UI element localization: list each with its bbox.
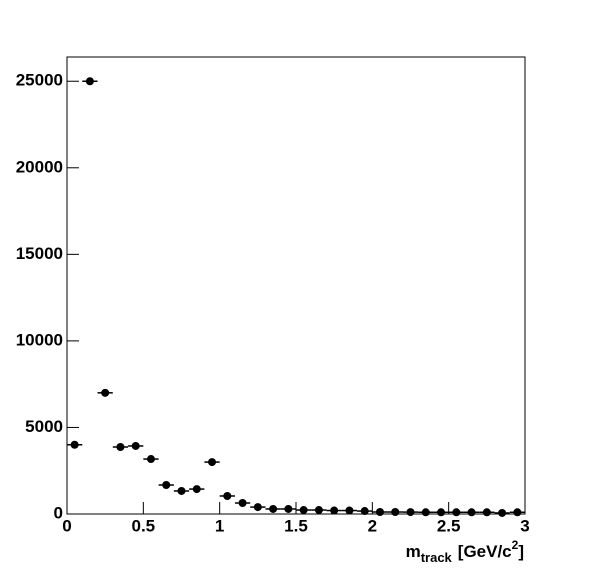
data-point: [116, 443, 125, 452]
y-tick-label: 5000: [25, 417, 63, 436]
data-point: [467, 508, 476, 517]
data-point: [253, 503, 262, 512]
x-axis-label: mtrack [GeV/c2]: [406, 538, 524, 565]
y-tick-label: 15000: [16, 244, 63, 263]
x-label-sub: track: [421, 550, 453, 565]
x-tick-label: 2: [368, 516, 377, 535]
data-point: [314, 506, 323, 515]
data-point: [208, 458, 217, 467]
data-point: [70, 440, 79, 449]
x-label-main: m: [406, 542, 421, 561]
x-tick-label: 2.5: [437, 516, 461, 535]
data-point: [345, 506, 354, 515]
x-tick-label: 1: [215, 516, 224, 535]
data-point: [406, 508, 415, 517]
x-label-unit: [GeV/c: [458, 542, 512, 561]
data-point: [269, 504, 278, 513]
data-point: [238, 499, 247, 508]
data-point: [375, 508, 384, 517]
data-point: [391, 508, 400, 517]
data-point: [223, 491, 232, 500]
data-point: [360, 507, 369, 516]
x-tick-label: 0: [62, 516, 71, 535]
y-tick-label: 0: [54, 503, 63, 522]
data-point: [330, 506, 339, 515]
data-point: [192, 485, 201, 494]
x-label-sup: 2: [512, 538, 519, 552]
data-point: [421, 508, 430, 517]
data-point: [131, 441, 140, 450]
data-point: [299, 506, 308, 515]
y-tick-label: 25000: [16, 71, 63, 90]
data-point: [85, 77, 94, 86]
x-tick-label: 0.5: [132, 516, 156, 535]
data-point: [482, 508, 491, 517]
data-point: [513, 508, 522, 517]
data-point: [452, 508, 461, 517]
x-tick-label: 1.5: [284, 516, 308, 535]
data-point: [101, 388, 110, 397]
y-tick-label: 20000: [16, 157, 63, 176]
data-point: [146, 455, 155, 464]
x-tick-label: 3: [520, 516, 529, 535]
data-point: [162, 481, 171, 490]
data-point: [437, 508, 446, 517]
data-point: [177, 486, 186, 495]
data-point: [498, 508, 507, 517]
y-tick-label: 10000: [16, 330, 63, 349]
x-label-close: ]: [518, 542, 524, 561]
data-point: [284, 504, 293, 513]
